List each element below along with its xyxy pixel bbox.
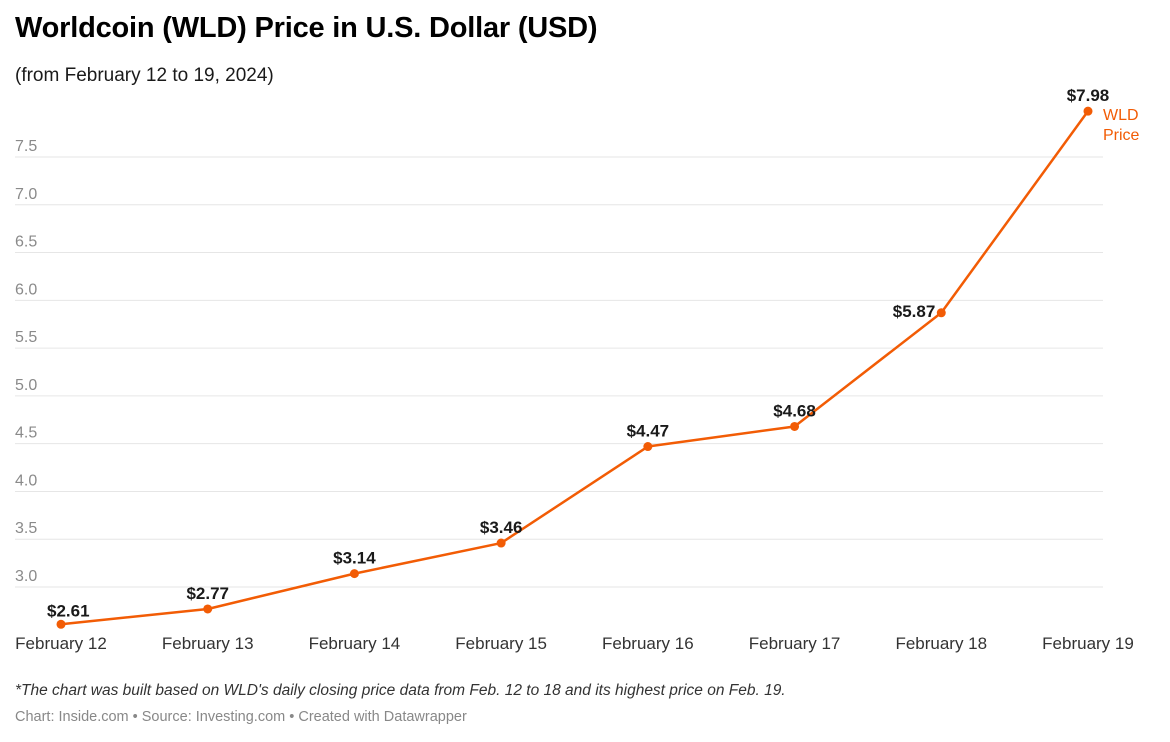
data-label: $4.68: [773, 401, 816, 420]
x-tick-label: February 16: [602, 634, 694, 653]
data-point: [56, 619, 66, 629]
chart-title: Worldcoin (WLD) Price in U.S. Dollar (US…: [15, 12, 598, 44]
y-tick-label: 4.0: [15, 472, 37, 489]
data-point: [203, 604, 213, 614]
data-label: $2.61: [47, 601, 90, 620]
chart-footer: Chart: Inside.com • Source: Investing.co…: [15, 709, 467, 725]
y-tick-label: 5.0: [15, 377, 37, 394]
chart-note: *The chart was built based on WLD's dail…: [15, 682, 786, 699]
y-tick-label: 6.5: [15, 234, 37, 251]
data-point: [790, 421, 800, 431]
y-tick-label: 4.5: [15, 425, 37, 442]
data-label: $7.98: [1067, 86, 1110, 105]
data-point: [1083, 106, 1093, 116]
x-tick-label: February 14: [309, 634, 401, 653]
data-label: $3.14: [333, 549, 376, 568]
data-label: $4.47: [627, 422, 670, 441]
y-tick-label: 3.0: [15, 568, 37, 585]
data-point: [349, 569, 359, 579]
x-tick-label: February 15: [455, 634, 547, 653]
y-tick-label: 6.0: [15, 281, 37, 298]
data-label: $3.46: [480, 518, 523, 537]
y-tick-label: 7.0: [15, 186, 37, 203]
data-point: [643, 442, 653, 452]
x-tick-label: February 18: [895, 634, 987, 653]
series-label: Price: [1103, 127, 1140, 144]
data-label: $2.77: [186, 584, 229, 603]
series-label: WLD: [1103, 107, 1139, 124]
chart-subtitle: (from February 12 to 19, 2024): [15, 65, 274, 86]
x-tick-label: February 13: [162, 634, 254, 653]
series-line: [59, 109, 1090, 626]
data-label: $5.87: [893, 302, 936, 321]
x-tick-label: February 19: [1042, 634, 1134, 653]
data-point: [936, 308, 946, 318]
y-tick-label: 3.5: [15, 520, 37, 537]
x-tick-label: February 17: [749, 634, 841, 653]
data-point: [496, 538, 506, 548]
y-tick-label: 5.5: [15, 329, 37, 346]
y-tick-label: 7.5: [15, 138, 37, 155]
x-tick-label: February 12: [15, 634, 107, 653]
